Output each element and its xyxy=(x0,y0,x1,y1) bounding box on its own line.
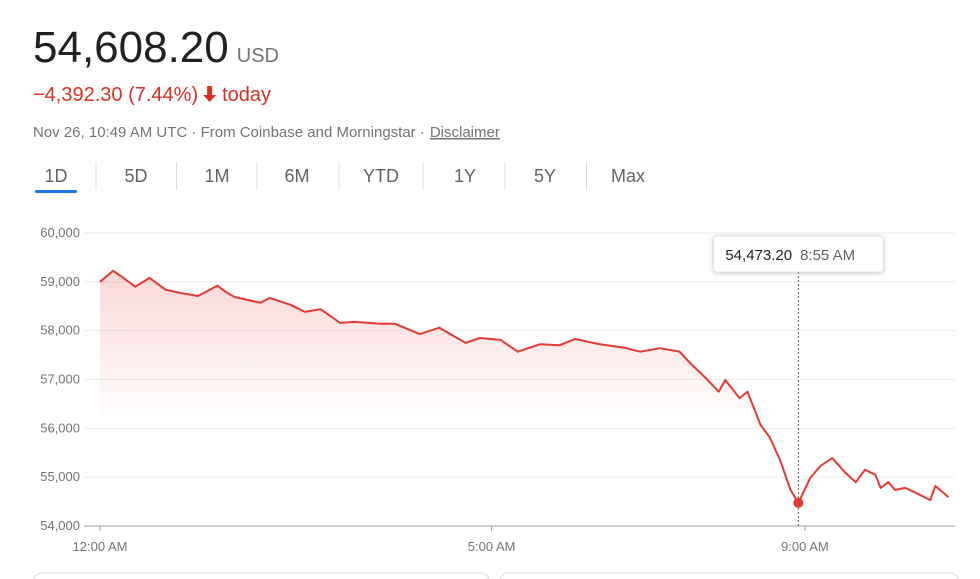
card xyxy=(33,572,490,579)
chart: 54,000 55,000 56,000 57,000 58,000 59,000 60,0… xyxy=(40,225,955,554)
meta: Nov 26, 10:49 AM UTC · From Coinbase and… xyxy=(33,124,425,141)
y-tick-label: 55,000 xyxy=(40,469,80,484)
y-tick-label: 60,000 xyxy=(40,225,80,240)
period: today xyxy=(222,84,271,106)
tab[interactable]: 1M xyxy=(204,166,229,186)
tooltip-value: 54,473.20 xyxy=(725,247,792,264)
y-tick-label: 58,000 xyxy=(40,323,80,338)
tab-underline xyxy=(35,190,77,193)
tooltip-box xyxy=(712,235,884,273)
y-tick-label: 56,000 xyxy=(40,420,80,435)
tab[interactable]: 1Y xyxy=(454,166,476,186)
currency: USD xyxy=(237,45,279,67)
y-tick-label: 59,000 xyxy=(40,274,80,289)
tab[interactable]: 1D xyxy=(44,166,67,186)
y-tick-label: 57,000 xyxy=(40,372,80,387)
card xyxy=(499,572,959,579)
x-tick-label: 12:00 AM xyxy=(73,539,128,554)
tab[interactable]: 5Y xyxy=(534,166,556,186)
change: −4,392.30 (7.44%) xyxy=(33,84,198,106)
disclaimer-link[interactable]: Disclaimer xyxy=(430,124,500,141)
y-tick-label: 54,000 xyxy=(40,518,80,533)
price-line xyxy=(99,269,950,504)
area xyxy=(100,270,949,526)
x-tick-label: 5:00 AM xyxy=(468,539,516,554)
hover-point xyxy=(793,497,804,508)
price: 54,608.20 xyxy=(33,23,229,72)
tooltip-time: 8:55 AM xyxy=(800,247,855,264)
tab[interactable]: 5D xyxy=(124,166,147,186)
tab[interactable]: Max xyxy=(611,166,645,186)
x-tick-label: 9:00 AM xyxy=(781,539,829,554)
tab[interactable]: YTD xyxy=(363,166,399,186)
tab[interactable]: 6M xyxy=(284,166,309,186)
tab-bar: 1D 5D 1M 6M YTD 1Y 5Y Max xyxy=(35,162,645,193)
down-arrow xyxy=(203,86,217,102)
